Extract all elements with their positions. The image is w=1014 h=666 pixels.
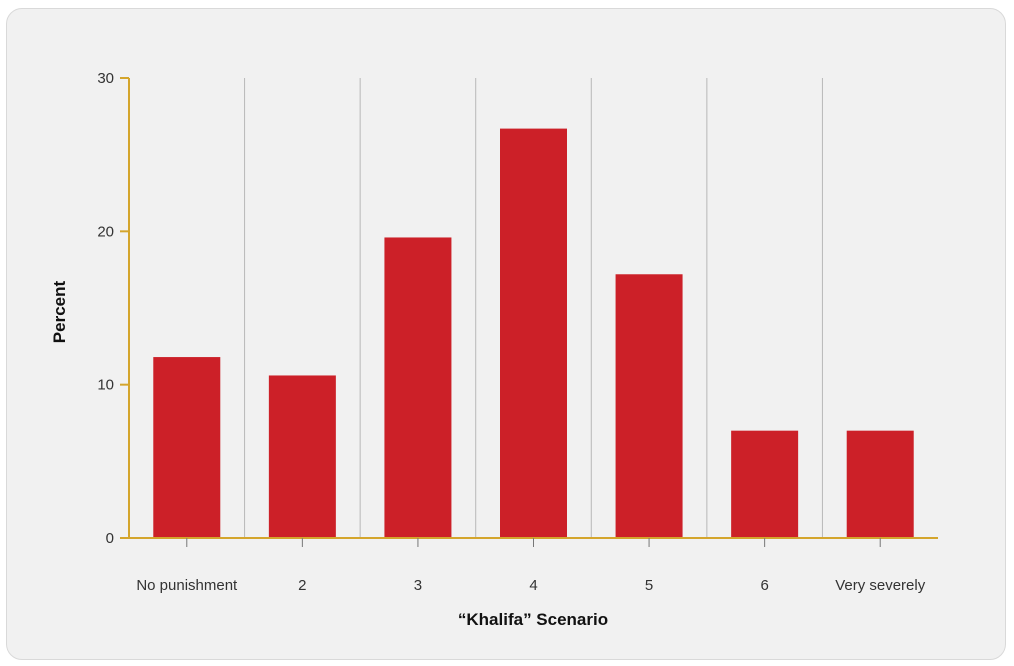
x-tick-label: 4 bbox=[529, 577, 537, 594]
y-tick-label: 10 bbox=[97, 377, 114, 394]
y-tick-label: 0 bbox=[106, 530, 114, 547]
bar bbox=[153, 357, 221, 538]
axes bbox=[120, 77, 938, 547]
y-tick-label: 20 bbox=[97, 223, 114, 240]
x-axis-title: “Khalifa” Scenario bbox=[458, 610, 608, 629]
bar bbox=[384, 237, 452, 538]
x-tick-label: 3 bbox=[414, 577, 422, 594]
y-axis-title: Percent bbox=[50, 280, 69, 343]
grid-lines bbox=[244, 78, 823, 538]
bar bbox=[846, 430, 914, 538]
x-tick-label: 6 bbox=[760, 577, 768, 594]
bars bbox=[153, 128, 914, 538]
bar bbox=[615, 274, 683, 538]
x-tick-label: 2 bbox=[298, 577, 306, 594]
y-tick-label: 30 bbox=[97, 70, 114, 87]
bar bbox=[268, 375, 336, 538]
x-tick-label: 5 bbox=[645, 577, 653, 594]
x-tick-label: Very severely bbox=[835, 577, 926, 594]
x-tick-label: No punishment bbox=[136, 577, 238, 594]
bar bbox=[731, 430, 799, 538]
tick-labels: 0 10 20 30 No punishment 2 3 4 5 6 Very severely bbox=[97, 70, 925, 594]
bar bbox=[500, 128, 567, 538]
